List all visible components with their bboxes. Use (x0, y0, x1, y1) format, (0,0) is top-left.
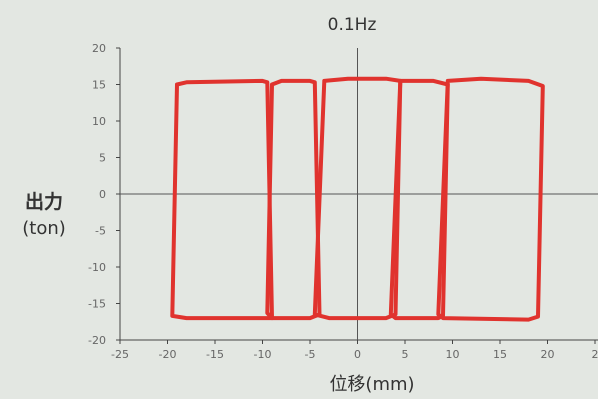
x-tick-label: 10 (446, 348, 460, 361)
x-tick-label: -5 (305, 348, 316, 361)
y-tick-label: 5 (99, 152, 106, 165)
x-tick-label: -20 (159, 348, 177, 361)
y-tick-label: 20 (92, 42, 106, 55)
series-group (170, 76, 545, 322)
y-tick-label: -5 (95, 225, 106, 238)
x-tick-label: 0 (354, 348, 361, 361)
y-tick-label: -10 (88, 261, 106, 274)
y-ticks: 20 15 10 5 0 -5 -10 -15 -20 (88, 42, 120, 347)
x-tick-label: 2 (592, 348, 598, 361)
y-tick-label: 10 (92, 115, 106, 128)
x-tick-label: -25 (111, 348, 129, 361)
y-tick-label: -20 (88, 334, 106, 347)
x-tick-label: 20 (541, 348, 555, 361)
y-axis-unit: (ton) (22, 218, 66, 239)
y-axis-label: 出力 (25, 190, 63, 213)
x-tick-label: 5 (402, 348, 409, 361)
y-tick-label: 15 (92, 79, 106, 92)
axes (119, 48, 598, 341)
hysteresis-loop-1 (170, 78, 274, 321)
hysteresis-loop-2 (265, 78, 322, 321)
y-tick-label: 0 (99, 188, 106, 201)
y-tick-label: -15 (88, 298, 106, 311)
hysteresis-loop-3 (312, 76, 403, 321)
x-axis-label: 位移(mm) (329, 374, 414, 395)
x-ticks: -25 -20 -15 -10 -5 0 5 10 15 20 2 (111, 340, 598, 361)
hysteresis-loop-5 (436, 76, 545, 322)
chart-title: 0.1Hz (328, 15, 377, 35)
x-tick-label: -15 (206, 348, 224, 361)
x-tick-label: -10 (254, 348, 272, 361)
x-tick-label: 15 (493, 348, 507, 361)
